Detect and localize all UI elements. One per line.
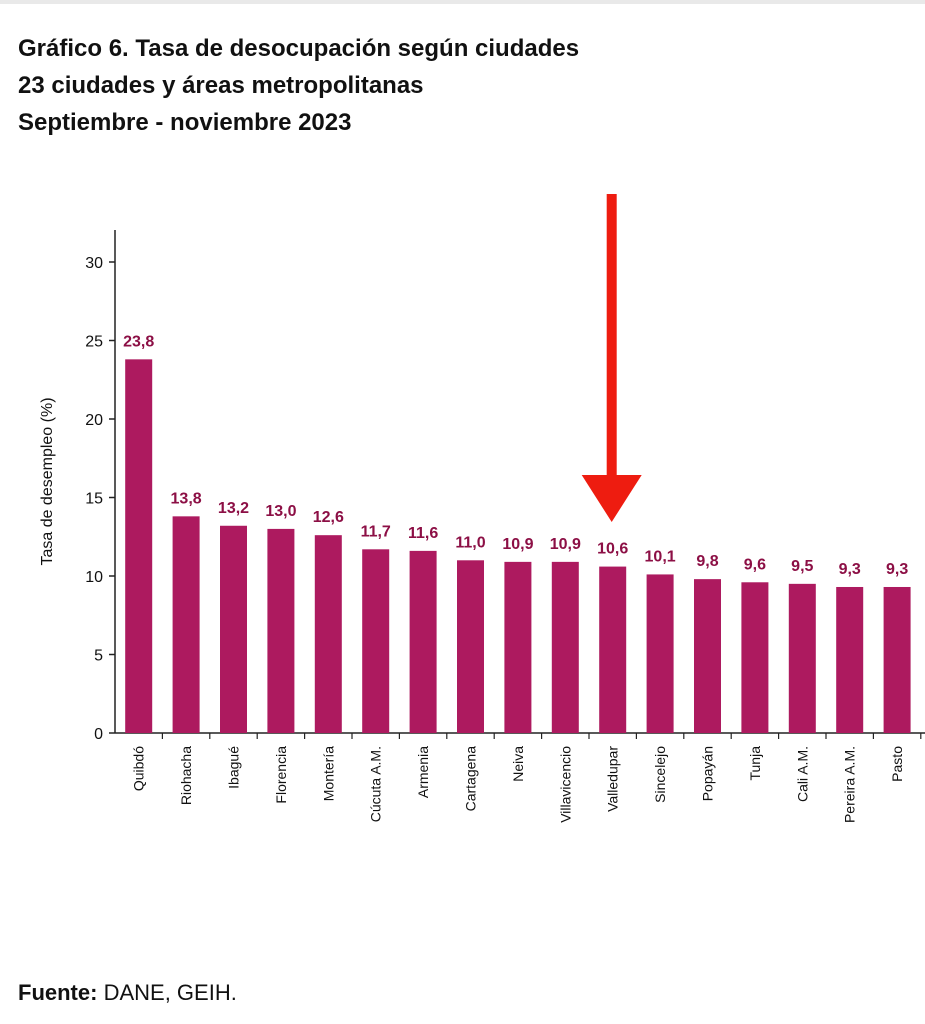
y-tick-label: 15 [85,491,103,508]
category-label: Pereira A.M. [842,746,858,823]
value-label: 10,9 [550,536,581,553]
bar-popayán [694,579,721,733]
value-label: 11,6 [408,525,438,542]
bar-pasto [883,586,911,733]
category-label: Quibdó [131,746,147,791]
y-axis-title: Tasa de desempleo (%) [39,397,56,565]
bar-cartagena [457,560,484,733]
bar-villavicencio [551,561,579,733]
source-label: Fuente: [18,980,98,1005]
bar-cúcuta-a-m- [362,549,390,733]
y-tick-label: 30 [85,255,103,272]
value-label: 13,2 [218,500,249,517]
value-label: 11,0 [455,534,485,551]
category-label: Tunja [747,746,763,781]
value-label: 23,8 [123,333,154,350]
category-label: Riohacha [178,746,194,805]
y-tick-label: 20 [85,412,103,429]
value-label: 12,6 [313,509,344,526]
bar-montería [314,535,342,733]
value-label: 10,6 [597,541,628,558]
value-label: 9,5 [791,558,813,575]
y-tick-label: 25 [85,334,103,351]
bar-quibdó [125,359,153,733]
category-label: Cúcuta A.M. [368,746,384,822]
bar-florencia [267,528,295,733]
source-text: DANE, GEIH. [103,980,237,1005]
bar-tunja [741,582,769,733]
value-label: 13,0 [265,503,296,520]
y-tick-label: 5 [94,648,103,665]
bar-neiva [504,561,532,733]
category-label: Sincelejo [652,746,668,803]
value-label: 10,9 [502,536,533,553]
category-label: Florencia [273,746,289,804]
value-label: 9,3 [839,561,861,578]
value-label: 11,7 [361,523,391,540]
category-label: Cali A.M. [794,746,810,802]
chart-title: Gráfico 6. Tasa de desocupación según ci… [18,30,579,141]
category-label: Valledupar [605,746,621,812]
bar-armenia [409,550,437,733]
title-line-1: Gráfico 6. Tasa de desocupación según ci… [18,35,580,62]
category-label: Cartagena [463,746,479,812]
bar-valledupar [599,566,627,733]
value-label: 9,8 [696,553,718,570]
value-label: 9,6 [744,556,766,573]
bar-sincelejo [646,574,674,733]
category-label: Pasto [889,746,905,782]
arrow-annotation-icon [581,194,642,522]
category-label: Villavicencio [557,746,573,823]
source-note: Fuente: DANE, GEIH. [18,980,237,1006]
category-label: Neiva [510,746,526,782]
bar-chart: 0 5 10 15 20 25 30 Tasa de desempleo (%) 23,8 Qui… [39,194,925,823]
bar-pereira-a-m- [836,586,864,733]
category-label: Popayán [700,746,716,801]
category-label: Ibagué [226,746,242,789]
category-label: Montería [320,746,336,801]
title-line-3: Septiembre - noviembre 2023 [18,109,352,136]
bar-cali-a-m- [788,583,816,733]
value-label: 13,8 [171,490,202,507]
y-tick-label: 10 [85,569,103,586]
bar-ibagué [220,525,247,733]
value-label: 9,3 [886,561,908,578]
title-line-2: 23 ciudades y áreas metropolitanas [18,72,424,99]
top-border [0,0,925,4]
y-tick-label: 0 [94,726,103,743]
category-label: Armenia [415,746,431,798]
bar-riohacha [172,516,200,733]
value-label: 10,1 [645,548,676,565]
